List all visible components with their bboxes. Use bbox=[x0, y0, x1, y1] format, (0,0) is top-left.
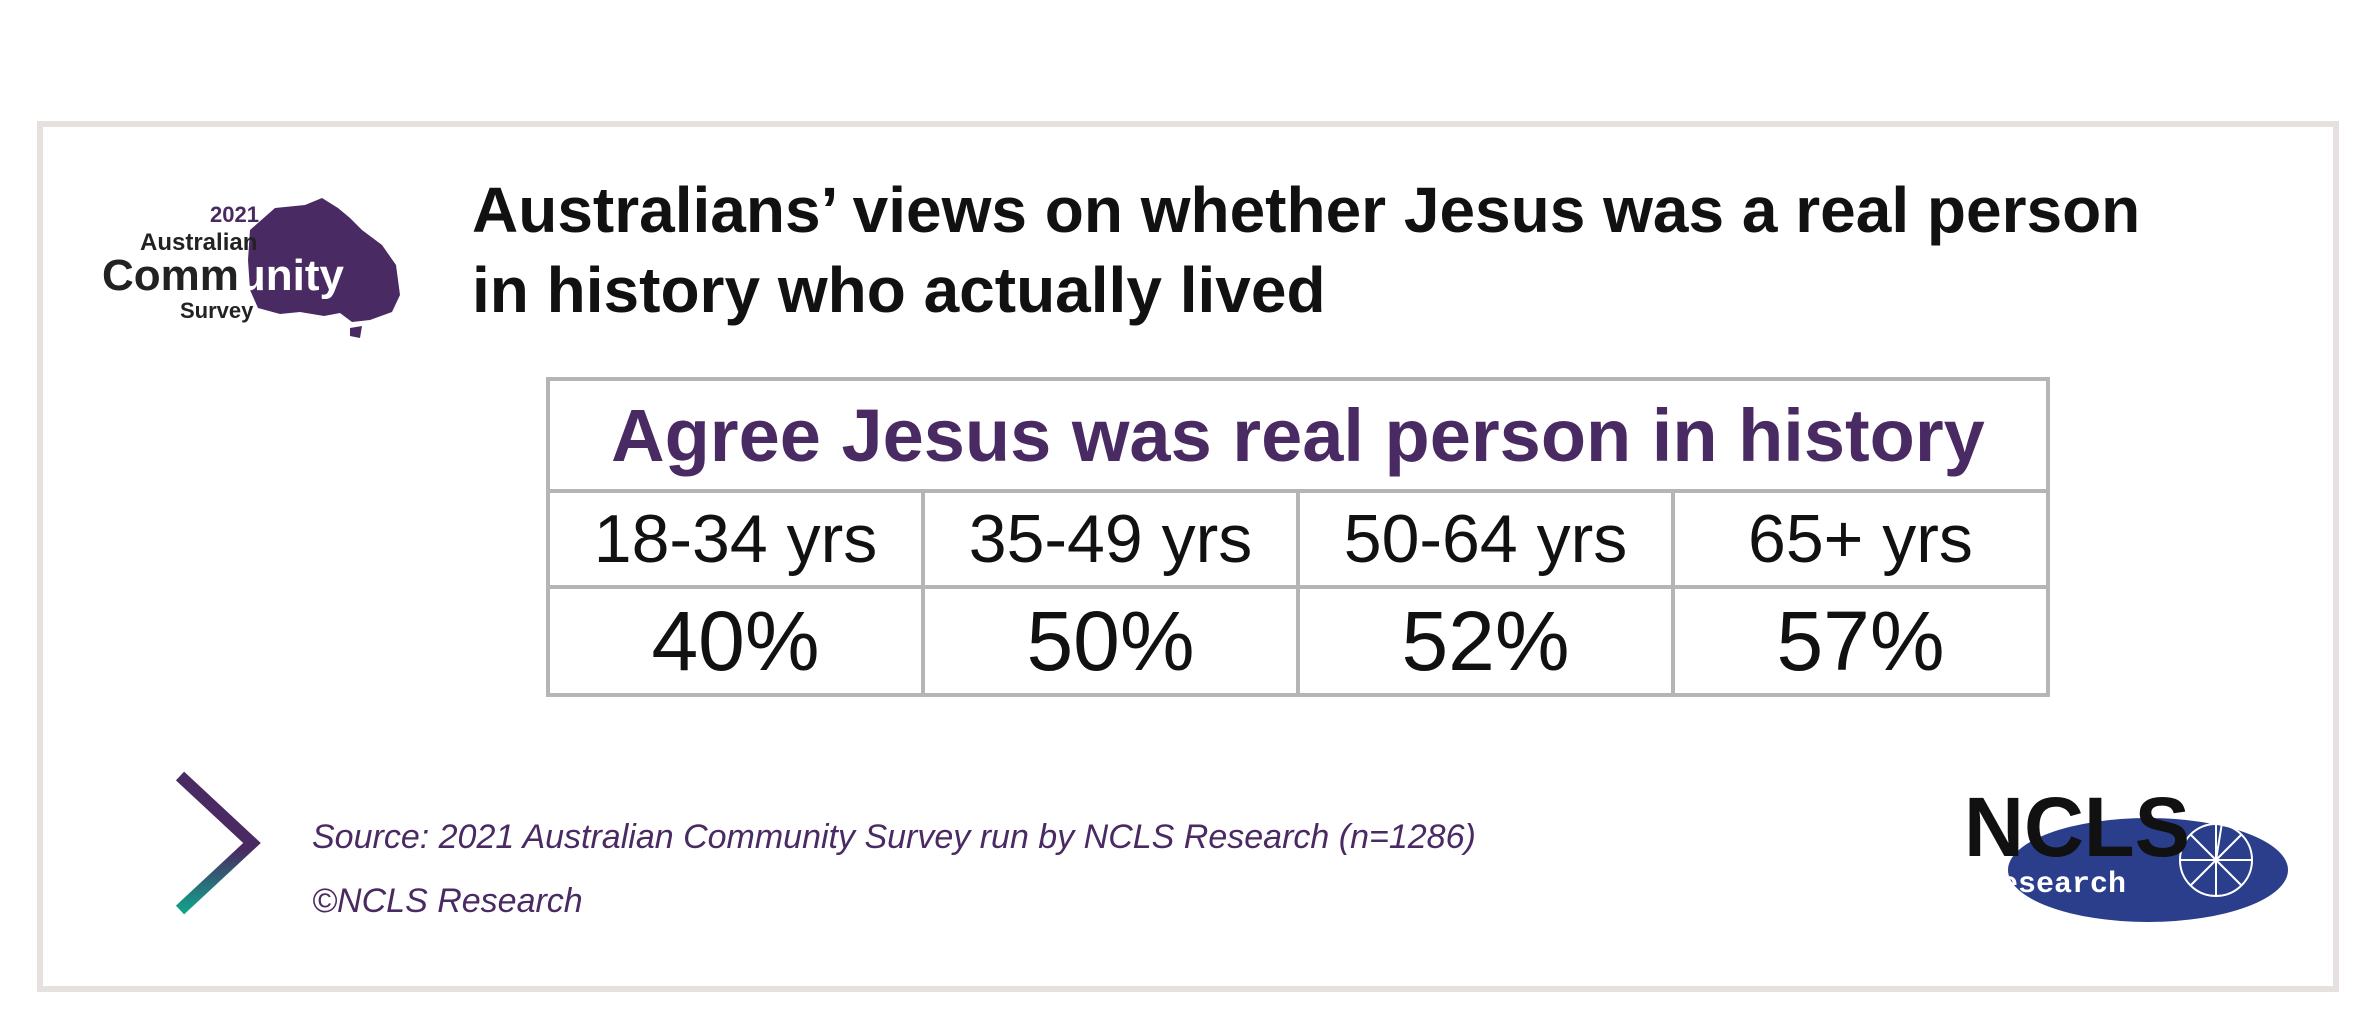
title-line-1: Australians’ views on whether Jesus was … bbox=[472, 174, 2141, 246]
acs-line2b: unity bbox=[239, 251, 345, 300]
australian-community-survey-logo: 2021 Australian Community Survey bbox=[102, 198, 400, 338]
content-frame bbox=[37, 121, 2339, 992]
value-cell: 52% bbox=[1300, 589, 1675, 693]
value-cell: 40% bbox=[550, 589, 925, 693]
compass-icon bbox=[2179, 797, 2253, 897]
acs-year: 2021 bbox=[210, 202, 259, 227]
table-title: Agree Jesus was real person in history bbox=[550, 381, 2046, 493]
copyright-note: ©NCLS Research bbox=[312, 882, 583, 920]
category-cell: 65+ yrs bbox=[1748, 501, 1973, 577]
acs-line3: Survey bbox=[180, 298, 254, 323]
category-cell: 18-34 yrs bbox=[550, 493, 925, 585]
ncls-research-logo: NCLS research bbox=[1964, 780, 2288, 922]
title-line-2: in history who actually lived bbox=[472, 254, 1326, 326]
value-row: 40% 50% 52% 57% bbox=[550, 589, 2046, 693]
source-note: Source: 2021 Australian Community Survey… bbox=[312, 818, 1476, 856]
chevron-right-icon bbox=[175, 771, 261, 915]
ncls-sub-text: research bbox=[1982, 868, 2126, 902]
acs-line2a: Comm bbox=[102, 251, 239, 300]
value-cell: 50% bbox=[925, 589, 1300, 693]
acs-line1: Australian bbox=[140, 229, 257, 256]
page-title: Australians’ views on whether Jesus was … bbox=[472, 170, 2172, 330]
category-row: 18-34 yrs 35-49 yrs 50-64 yrs 65+ yrs bbox=[550, 493, 2046, 589]
acs-line2: Community bbox=[102, 251, 345, 300]
category-cell: 35-49 yrs bbox=[925, 493, 1300, 585]
survey-table: Agree Jesus was real person in history 1… bbox=[546, 377, 2050, 697]
value-cell: 57% bbox=[1776, 593, 1945, 688]
category-cell: 50-64 yrs bbox=[1300, 493, 1675, 585]
ncls-main-text: NCLS bbox=[1964, 780, 2190, 874]
australia-map-icon bbox=[248, 198, 400, 338]
